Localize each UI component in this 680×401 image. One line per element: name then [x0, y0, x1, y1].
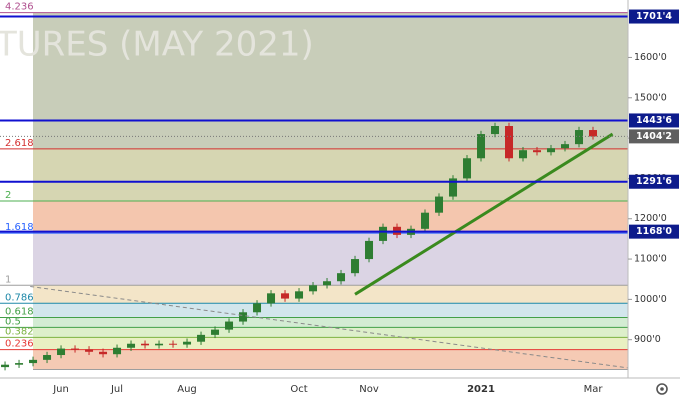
fib-band [33, 317, 628, 328]
candle-body [561, 144, 570, 149]
candle-body [491, 126, 500, 135]
level-label: 1701'4 [636, 11, 672, 22]
x-tick-label: Jun [52, 384, 69, 395]
candle-body [197, 334, 206, 342]
fib-label: 2.618 [5, 138, 34, 149]
fib-band [33, 337, 628, 350]
candle-body [533, 150, 542, 153]
watermark: TURES (MAY 2021) [0, 25, 314, 65]
candle-body [169, 343, 178, 345]
candle-body [575, 130, 584, 145]
level-tag [629, 174, 679, 189]
fib-label: 0.382 [5, 326, 34, 337]
candle-body [365, 240, 374, 260]
candle-body [239, 312, 248, 322]
fib-label: 0.618 [5, 306, 34, 317]
candle-body [225, 321, 234, 330]
candle-body [449, 178, 458, 197]
last-price-tag [629, 129, 679, 144]
x-tick-label: Mar [584, 384, 604, 395]
x-tick-label: Aug [177, 384, 197, 395]
candle-body [477, 134, 486, 159]
candle-body [43, 355, 52, 360]
fib-bands [33, 12, 628, 370]
candle-body [1, 364, 10, 368]
axes: 900'01000'01100'01200'01300'01400'01500'… [52, 9, 679, 395]
fib-band [33, 148, 628, 201]
candle-body [155, 343, 164, 346]
y-tick-label: 1000'0 [634, 294, 667, 305]
level-tag [629, 9, 679, 24]
fib-band [33, 285, 628, 304]
fib-band [33, 200, 628, 234]
candle-body [141, 343, 150, 346]
x-tick-label: Jul [110, 384, 123, 395]
x-tick-label: Nov [359, 384, 379, 395]
candle-body [281, 293, 290, 299]
candle-body [267, 293, 276, 304]
candle-body [127, 343, 136, 348]
y-tick-label: 1100'0 [634, 254, 667, 265]
candle-body [519, 150, 528, 159]
candle-body [337, 273, 346, 282]
candle-body [309, 285, 318, 292]
settings-icon[interactable] [656, 383, 668, 395]
candle-body [57, 348, 66, 356]
y-tick-label: 1500'0 [634, 92, 667, 103]
candle-body [85, 349, 94, 352]
x-tick-label: 2021 [467, 384, 495, 395]
x-tick-label: Oct [290, 384, 307, 395]
candle-body [421, 212, 430, 229]
trend-line [354, 132, 614, 296]
candle-body [463, 158, 472, 179]
fib-label: 1 [5, 274, 11, 285]
y-tick-label: 900'0 [634, 334, 661, 345]
gear[interactable] [656, 383, 668, 395]
candle-body [435, 196, 444, 213]
level-label: 1168'0 [636, 226, 672, 237]
fib-band [33, 12, 628, 149]
y-tick-label: 1200'0 [634, 213, 667, 224]
candle-body [505, 126, 514, 159]
candle-body [323, 281, 332, 286]
candle-body [211, 329, 220, 335]
last-price-label: 1404'2 [636, 131, 672, 142]
fib-label: 2 [5, 190, 11, 201]
gear-center[interactable] [660, 387, 664, 391]
candle-body [15, 363, 24, 365]
fib-label: 0.236 [5, 339, 34, 350]
y-tick-label: 1600'0 [634, 52, 667, 63]
candle-body [113, 347, 122, 355]
level-label: 1291'6 [636, 176, 672, 187]
candle-body [351, 259, 360, 274]
fib-label: 1.618 [5, 222, 34, 233]
candle-body [295, 291, 304, 299]
level-tag [629, 224, 679, 239]
candle-body [71, 348, 80, 350]
candle-body [379, 226, 388, 241]
fib-label: 0.5 [5, 316, 21, 327]
fib-band [33, 327, 628, 338]
fib-band [33, 349, 628, 370]
candle-body [589, 130, 598, 137]
fib-label: 4.236 [5, 2, 34, 13]
candle-body [29, 359, 38, 364]
fib-band [33, 233, 628, 286]
fib-label: 0.786 [5, 292, 34, 303]
candle-body [547, 148, 556, 153]
candle-body [253, 303, 262, 313]
candle-body [99, 351, 108, 355]
trend-line [30, 285, 629, 369]
level-label: 1443'6 [636, 115, 672, 126]
fib-band [33, 303, 628, 318]
candle-body [183, 341, 192, 345]
level-tag [629, 113, 679, 128]
